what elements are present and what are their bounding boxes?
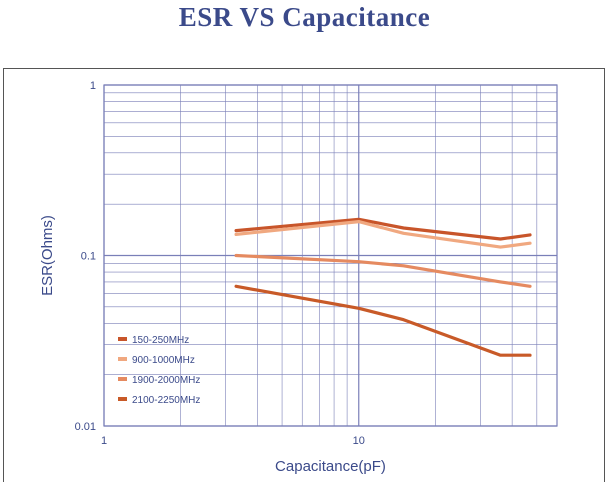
y-tick-label: 1 [90,80,96,92]
y-axis-label: ESR(Ohms) [39,215,56,296]
plot-border [103,84,558,427]
series-line-2 [234,220,532,249]
x-tick-label: 1 [101,435,107,447]
legend-label: 1900-2000MHz [132,375,200,386]
grid-layer [103,84,558,427]
chart-svg: 1 10 1 0.1 0.01 150-250MHz 900-1000MHz 1900-20… [39,80,558,475]
y-tick-label: 0.01 [75,421,96,433]
series-layer [234,217,532,357]
x-axis-label: Capacitance(pF) [275,458,386,475]
legend: 150-250MHz 900-1000MHz 1900-2000MHz 2100-22… [118,335,200,406]
chart-frame: 1 10 1 0.1 0.01 150-250MHz 900-1000MHz 1900-20… [3,68,605,482]
legend-label: 900-1000MHz [132,355,195,366]
series-line-4 [234,284,532,357]
page-title: ESR VS Capacitance [178,2,431,32]
x-tick-label: 10 [353,435,365,447]
y-tick-label: 0.1 [81,251,96,263]
legend-label: 2100-2250MHz [132,395,200,406]
tick-layer: 1 10 1 0.1 0.01 [75,80,365,447]
legend-label: 150-250MHz [132,335,189,346]
series-line-3 [234,253,532,288]
series-line-1 [234,217,532,241]
